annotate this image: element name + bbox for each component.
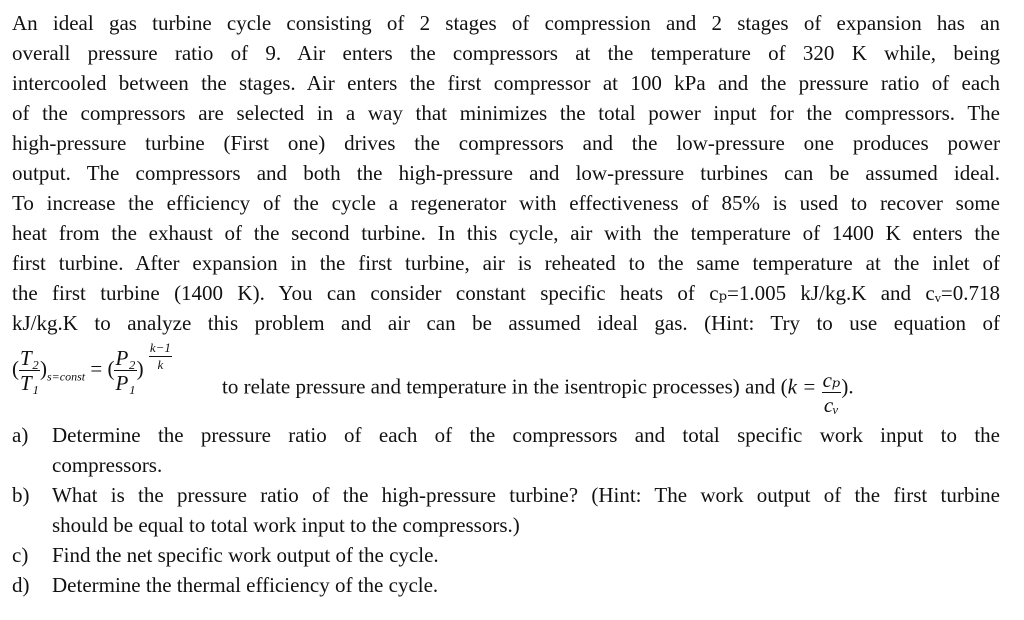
eq-cp: cₚ — [821, 368, 842, 393]
paragraph-line: the first turbine (1400 K). You can cons… — [12, 281, 1000, 305]
question-item: b) What is the pressure ratio of the high… — [12, 480, 1000, 540]
eq-equals: = — [90, 356, 103, 381]
eq-text: to relate pressure and temperature in th… — [222, 374, 788, 399]
isentropic-equation: (T₂ T₁)s=const = (P₂ P₁) k−1 k to relate pr… — [12, 340, 854, 417]
eq-exp-num: k−1 — [148, 340, 172, 357]
paragraph-line: overall pressure ratio of 9. Air enters … — [12, 41, 1000, 65]
eq-k: k = — [787, 374, 817, 399]
question-label: d) — [12, 573, 30, 597]
paragraph-line: first turbine. After expansion in the fi… — [12, 251, 1000, 275]
paragraph-line: output. The compressors and both the hig… — [12, 161, 1000, 185]
question-label: b) — [12, 483, 30, 507]
question-item: c) Find the net specific work output of t… — [12, 540, 1000, 570]
question-item: a) Determine the pressure ratio of each o… — [12, 420, 1000, 480]
question-text: compressors. — [52, 453, 163, 477]
question-item: d) Determine the thermal efficiency of th… — [12, 570, 1000, 600]
paragraph-line: To increase the efficiency of the cycle … — [12, 191, 1000, 215]
question-text: Find the net specific work output of the… — [52, 543, 439, 567]
question-text: What is the pressure ratio of the high-p… — [52, 483, 1000, 507]
question-label: a) — [12, 423, 29, 447]
eq-cv: cᵥ — [823, 393, 840, 417]
problem-paragraph: An ideal gas turbine cycle consisting of… — [12, 8, 1000, 338]
question-label: c) — [12, 543, 29, 567]
eq-p2: P₂ — [114, 346, 137, 371]
question-text: Determine the thermal efficiency of the … — [52, 573, 439, 597]
question-text: Determine the pressure ratio of each of … — [52, 423, 1000, 447]
eq-p1: P₁ — [115, 371, 136, 395]
question-text: should be equal to total work input to t… — [52, 513, 520, 537]
eq-t2: T₂ — [19, 346, 40, 371]
problem-statement: An ideal gas turbine cycle consisting of… — [12, 8, 1000, 417]
eq-exp-den: k — [157, 357, 164, 372]
eq-t1: T₁ — [20, 371, 39, 395]
paragraph-line: of the compressors are selected in a way… — [12, 101, 1000, 125]
paragraph-line: kJ/kg.K to analyze this problem and air … — [12, 311, 1000, 335]
questions-list: a) Determine the pressure ratio of each o… — [12, 420, 1000, 600]
eq-subscript: s=const — [46, 369, 86, 384]
paragraph-line: high-pressure turbine (First one) drives… — [12, 131, 1000, 155]
paragraph-line: heat from the exhaust of the second turb… — [12, 221, 1000, 245]
eq-close: ). — [841, 374, 854, 399]
paragraph-line: An ideal gas turbine cycle consisting of… — [12, 11, 1000, 35]
paragraph-line: intercooled between the stages. Air ente… — [12, 71, 1000, 95]
